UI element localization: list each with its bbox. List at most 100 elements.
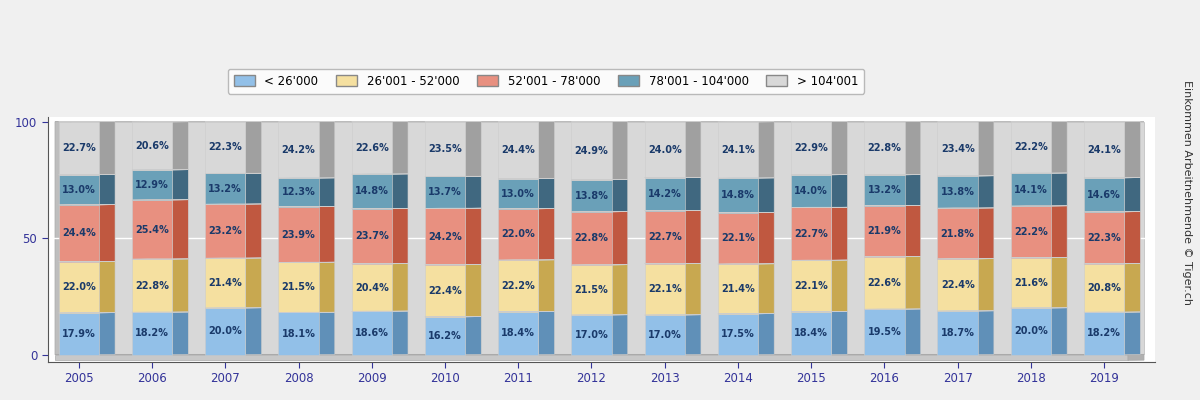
Text: 25.4%: 25.4% <box>136 224 169 234</box>
Polygon shape <box>1084 122 1124 178</box>
Polygon shape <box>612 265 628 315</box>
Text: 23.5%: 23.5% <box>428 144 462 154</box>
Polygon shape <box>246 173 262 204</box>
Polygon shape <box>758 212 774 264</box>
Polygon shape <box>1128 354 1144 360</box>
Text: 18.7%: 18.7% <box>941 328 974 338</box>
Polygon shape <box>278 178 319 207</box>
Text: 13.7%: 13.7% <box>428 188 462 198</box>
Polygon shape <box>425 176 466 208</box>
Polygon shape <box>466 122 481 176</box>
Text: 22.6%: 22.6% <box>355 143 389 153</box>
Polygon shape <box>978 121 994 176</box>
Text: 22.2%: 22.2% <box>1014 227 1048 237</box>
Polygon shape <box>612 212 628 265</box>
Polygon shape <box>864 122 905 175</box>
Text: 22.1%: 22.1% <box>721 233 755 243</box>
Polygon shape <box>539 122 554 178</box>
Polygon shape <box>1010 122 1051 173</box>
Polygon shape <box>1124 122 1140 178</box>
Polygon shape <box>1124 312 1140 354</box>
Polygon shape <box>132 122 172 170</box>
Polygon shape <box>1084 264 1124 312</box>
Polygon shape <box>758 314 774 354</box>
Polygon shape <box>59 205 98 262</box>
Text: 23.9%: 23.9% <box>282 230 316 240</box>
Text: 17.0%: 17.0% <box>648 330 682 340</box>
Polygon shape <box>571 212 612 265</box>
Polygon shape <box>59 262 98 313</box>
Text: 24.1%: 24.1% <box>1087 145 1121 155</box>
Polygon shape <box>246 121 262 174</box>
Text: 22.2%: 22.2% <box>1014 142 1048 152</box>
Text: 22.0%: 22.0% <box>62 282 96 292</box>
Text: 22.8%: 22.8% <box>575 234 608 244</box>
Polygon shape <box>832 207 847 260</box>
Polygon shape <box>644 122 685 178</box>
Text: 22.0%: 22.0% <box>502 230 535 240</box>
Text: 22.8%: 22.8% <box>868 143 901 153</box>
Text: 21.8%: 21.8% <box>941 228 974 238</box>
Text: 18.4%: 18.4% <box>502 328 535 338</box>
Polygon shape <box>864 175 905 206</box>
Polygon shape <box>59 122 98 175</box>
Text: 17.0%: 17.0% <box>575 330 608 340</box>
Polygon shape <box>718 212 758 264</box>
Polygon shape <box>685 122 701 178</box>
Text: 14.0%: 14.0% <box>794 186 828 196</box>
Polygon shape <box>1084 212 1124 264</box>
Text: 13.8%: 13.8% <box>575 191 608 201</box>
Text: 22.4%: 22.4% <box>941 280 974 290</box>
Polygon shape <box>352 122 392 174</box>
Polygon shape <box>571 265 612 315</box>
Polygon shape <box>539 260 554 312</box>
Polygon shape <box>319 206 335 262</box>
Text: 22.7%: 22.7% <box>794 229 828 239</box>
Polygon shape <box>718 314 758 354</box>
Polygon shape <box>246 308 262 354</box>
Text: 13.2%: 13.2% <box>868 185 901 195</box>
Polygon shape <box>832 312 847 354</box>
Polygon shape <box>425 265 466 317</box>
Text: 23.4%: 23.4% <box>941 144 974 154</box>
Polygon shape <box>685 315 701 354</box>
Text: 12.9%: 12.9% <box>136 180 169 190</box>
Polygon shape <box>425 122 466 176</box>
Polygon shape <box>466 264 481 317</box>
Polygon shape <box>466 208 481 265</box>
Polygon shape <box>205 122 246 174</box>
Polygon shape <box>98 174 115 205</box>
Polygon shape <box>1084 312 1124 354</box>
Polygon shape <box>392 121 408 174</box>
Polygon shape <box>791 175 832 208</box>
Polygon shape <box>352 174 392 209</box>
Polygon shape <box>205 174 246 204</box>
Polygon shape <box>132 312 172 354</box>
Polygon shape <box>172 122 188 170</box>
Text: 22.3%: 22.3% <box>1087 233 1121 243</box>
Polygon shape <box>1051 308 1067 354</box>
Polygon shape <box>905 174 920 206</box>
Text: 18.6%: 18.6% <box>355 328 389 338</box>
Polygon shape <box>905 205 920 256</box>
Polygon shape <box>246 204 262 258</box>
Polygon shape <box>1124 212 1140 264</box>
Polygon shape <box>718 122 758 178</box>
Polygon shape <box>1124 264 1140 312</box>
Polygon shape <box>864 256 905 309</box>
Polygon shape <box>612 315 628 354</box>
Polygon shape <box>205 258 246 308</box>
Text: 17.5%: 17.5% <box>721 329 755 339</box>
Polygon shape <box>98 205 115 262</box>
Polygon shape <box>758 122 774 178</box>
Text: 13.2%: 13.2% <box>209 184 242 194</box>
Polygon shape <box>937 259 978 311</box>
Polygon shape <box>1010 258 1051 308</box>
Text: 24.1%: 24.1% <box>721 145 755 155</box>
Polygon shape <box>392 174 408 209</box>
Polygon shape <box>1051 206 1067 258</box>
Polygon shape <box>644 264 685 315</box>
Polygon shape <box>498 122 539 178</box>
Text: 24.4%: 24.4% <box>62 228 96 238</box>
Polygon shape <box>98 313 115 354</box>
